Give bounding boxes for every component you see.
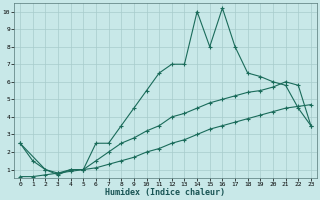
X-axis label: Humidex (Indice chaleur): Humidex (Indice chaleur)	[106, 188, 226, 197]
